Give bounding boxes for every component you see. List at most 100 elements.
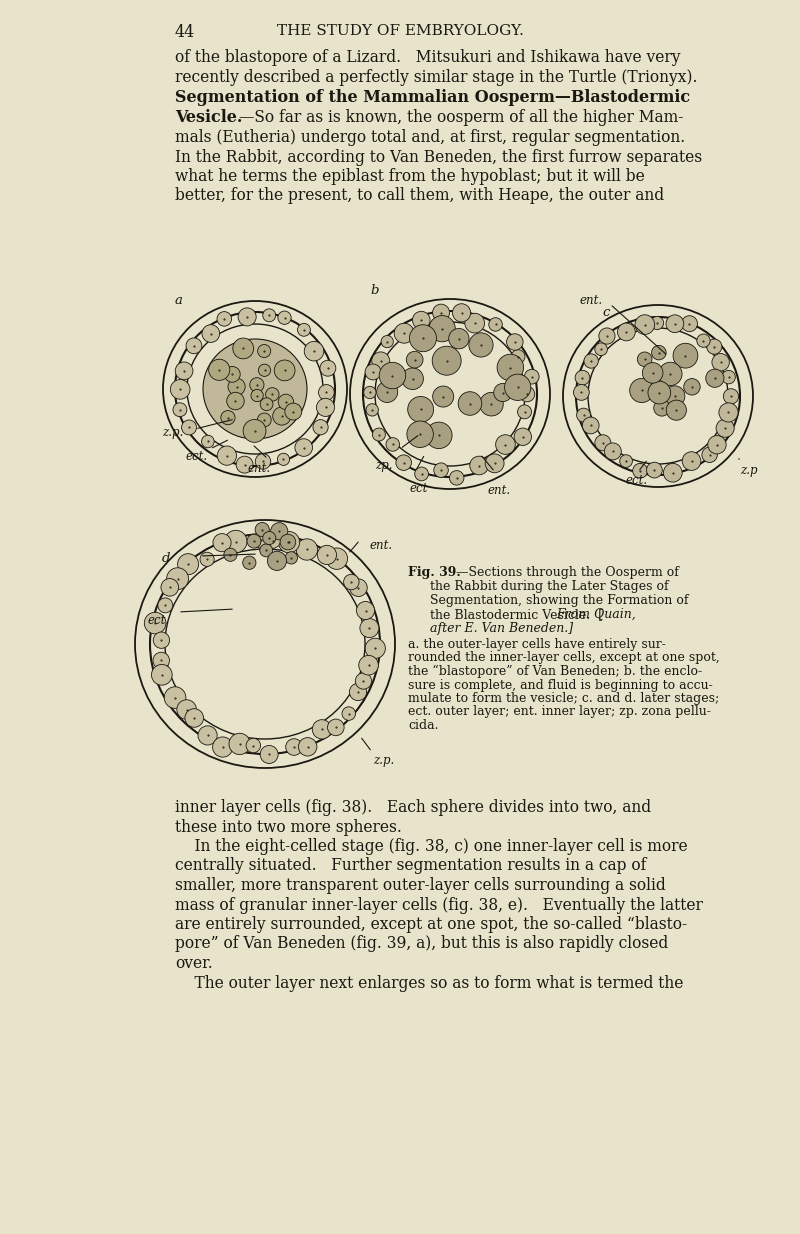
Circle shape bbox=[243, 420, 266, 442]
Circle shape bbox=[665, 386, 685, 406]
Circle shape bbox=[633, 464, 647, 478]
Circle shape bbox=[402, 368, 423, 390]
Circle shape bbox=[151, 664, 172, 685]
Circle shape bbox=[406, 352, 423, 368]
Text: these into two more spheres.: these into two more spheres. bbox=[175, 818, 402, 835]
Circle shape bbox=[682, 316, 698, 332]
Circle shape bbox=[247, 534, 261, 548]
Text: Vesicle.: Vesicle. bbox=[175, 110, 242, 127]
Circle shape bbox=[408, 396, 434, 422]
Circle shape bbox=[260, 544, 273, 557]
Circle shape bbox=[278, 453, 290, 465]
Circle shape bbox=[697, 334, 710, 347]
Circle shape bbox=[285, 552, 298, 564]
Circle shape bbox=[414, 466, 429, 481]
Circle shape bbox=[449, 328, 469, 349]
Circle shape bbox=[274, 360, 295, 381]
Text: THE STUDY OF EMBRYOLOGY.: THE STUDY OF EMBRYOLOGY. bbox=[277, 23, 523, 38]
Circle shape bbox=[153, 653, 170, 669]
Circle shape bbox=[318, 545, 337, 564]
Circle shape bbox=[278, 394, 294, 410]
Circle shape bbox=[379, 363, 406, 389]
Circle shape bbox=[453, 304, 470, 322]
Circle shape bbox=[317, 399, 334, 416]
Circle shape bbox=[684, 379, 700, 395]
Circle shape bbox=[343, 574, 359, 590]
Circle shape bbox=[432, 347, 461, 375]
Circle shape bbox=[225, 366, 240, 383]
Circle shape bbox=[295, 439, 313, 457]
Text: inner layer cells (fig. 38).   Each sphere divides into two, and: inner layer cells (fig. 38). Each sphere… bbox=[175, 798, 651, 816]
Circle shape bbox=[262, 308, 276, 322]
Text: recently described a perfectly similar stage in the Turtle (Trionyx).: recently described a perfectly similar s… bbox=[175, 69, 698, 85]
Circle shape bbox=[355, 673, 372, 689]
Text: better, for the present, to call them, with Heape, the outer and: better, for the present, to call them, w… bbox=[175, 188, 664, 205]
Circle shape bbox=[635, 315, 654, 334]
Circle shape bbox=[599, 328, 615, 344]
Circle shape bbox=[574, 385, 590, 400]
Circle shape bbox=[489, 317, 502, 331]
Circle shape bbox=[366, 404, 378, 416]
Circle shape bbox=[298, 323, 310, 336]
Circle shape bbox=[682, 452, 701, 470]
Circle shape bbox=[470, 457, 488, 475]
Text: Fig. 39.: Fig. 39. bbox=[408, 566, 461, 579]
Text: ent.: ent. bbox=[248, 462, 271, 475]
Circle shape bbox=[410, 325, 437, 352]
Circle shape bbox=[266, 387, 279, 401]
Circle shape bbox=[386, 438, 399, 452]
Circle shape bbox=[182, 420, 197, 434]
Circle shape bbox=[372, 352, 390, 370]
Circle shape bbox=[433, 386, 454, 407]
Circle shape bbox=[286, 739, 302, 755]
Circle shape bbox=[236, 457, 253, 473]
Circle shape bbox=[648, 381, 670, 404]
Circle shape bbox=[654, 400, 670, 416]
Circle shape bbox=[164, 687, 186, 708]
Circle shape bbox=[506, 333, 523, 350]
Circle shape bbox=[658, 363, 682, 385]
Text: Segmentation, showing the Formation of: Segmentation, showing the Formation of bbox=[430, 594, 689, 607]
Circle shape bbox=[357, 601, 374, 619]
Text: smaller, more transparent outer-layer cells surrounding a solid: smaller, more transparent outer-layer ce… bbox=[175, 877, 666, 893]
Circle shape bbox=[450, 470, 464, 485]
Circle shape bbox=[260, 397, 273, 411]
Text: cida.: cida. bbox=[408, 719, 438, 732]
Text: the Rabbit during the Later Stages of: the Rabbit during the Later Stages of bbox=[430, 580, 669, 594]
Text: a: a bbox=[175, 294, 183, 307]
Text: In the eight-celled stage (fig. 38, c) one inner-layer cell is more: In the eight-celled stage (fig. 38, c) o… bbox=[175, 838, 688, 855]
Text: mals (Eutheria) undergo total and, at first, regular segmentation.: mals (Eutheria) undergo total and, at fi… bbox=[175, 130, 686, 146]
Circle shape bbox=[360, 618, 379, 638]
Circle shape bbox=[620, 455, 633, 468]
Circle shape bbox=[706, 369, 724, 387]
Circle shape bbox=[706, 339, 722, 354]
Circle shape bbox=[673, 343, 698, 368]
Circle shape bbox=[278, 532, 300, 553]
Text: ect.: ect. bbox=[185, 450, 207, 463]
Circle shape bbox=[365, 364, 381, 380]
Circle shape bbox=[161, 579, 178, 596]
Circle shape bbox=[485, 454, 504, 473]
Circle shape bbox=[170, 380, 190, 399]
Text: ect.: ect. bbox=[148, 615, 170, 627]
Circle shape bbox=[350, 579, 367, 596]
Circle shape bbox=[630, 379, 654, 402]
Circle shape bbox=[251, 390, 263, 402]
Circle shape bbox=[407, 421, 434, 448]
Text: ent.: ent. bbox=[488, 484, 511, 497]
Circle shape bbox=[465, 313, 485, 333]
Circle shape bbox=[377, 381, 398, 402]
Circle shape bbox=[722, 370, 735, 384]
Text: the “blastopore” of Van Beneden; b. the enclo-: the “blastopore” of Van Beneden; b. the … bbox=[408, 665, 702, 679]
Text: the Blastodermic Vesicle.  [: the Blastodermic Vesicle. [ bbox=[430, 608, 603, 621]
Circle shape bbox=[723, 389, 738, 404]
Circle shape bbox=[258, 413, 271, 427]
Circle shape bbox=[511, 349, 525, 364]
Circle shape bbox=[494, 384, 512, 401]
Circle shape bbox=[278, 311, 291, 325]
Circle shape bbox=[209, 359, 230, 380]
Circle shape bbox=[273, 407, 291, 426]
Circle shape bbox=[258, 344, 270, 358]
Circle shape bbox=[712, 353, 730, 371]
Circle shape bbox=[185, 708, 203, 727]
